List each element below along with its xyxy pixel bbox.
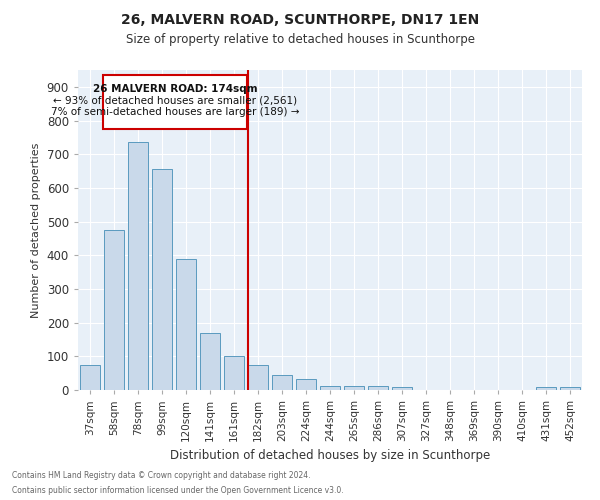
Text: 26 MALVERN ROAD: 174sqm: 26 MALVERN ROAD: 174sqm bbox=[93, 84, 257, 94]
Bar bbox=[80, 364, 100, 390]
Bar bbox=[224, 356, 244, 390]
Text: ← 93% of detached houses are smaller (2,561): ← 93% of detached houses are smaller (2,… bbox=[53, 96, 297, 106]
Text: Contains public sector information licensed under the Open Government Licence v3: Contains public sector information licen… bbox=[12, 486, 344, 495]
Bar bbox=[104, 230, 124, 390]
Bar bbox=[536, 386, 556, 390]
Bar bbox=[248, 364, 268, 390]
Bar bbox=[128, 142, 148, 390]
Bar bbox=[320, 386, 340, 390]
X-axis label: Distribution of detached houses by size in Scunthorpe: Distribution of detached houses by size … bbox=[170, 450, 490, 462]
Bar bbox=[560, 386, 580, 390]
Text: Contains HM Land Registry data © Crown copyright and database right 2024.: Contains HM Land Registry data © Crown c… bbox=[12, 471, 311, 480]
Bar bbox=[200, 332, 220, 390]
Bar bbox=[103, 75, 247, 129]
Text: 7% of semi-detached houses are larger (189) →: 7% of semi-detached houses are larger (1… bbox=[51, 107, 299, 117]
Text: 26, MALVERN ROAD, SCUNTHORPE, DN17 1EN: 26, MALVERN ROAD, SCUNTHORPE, DN17 1EN bbox=[121, 12, 479, 26]
Bar bbox=[176, 258, 196, 390]
Bar bbox=[152, 170, 172, 390]
Y-axis label: Number of detached properties: Number of detached properties bbox=[31, 142, 41, 318]
Bar bbox=[344, 386, 364, 390]
Bar bbox=[272, 375, 292, 390]
Text: Size of property relative to detached houses in Scunthorpe: Size of property relative to detached ho… bbox=[125, 32, 475, 46]
Bar bbox=[296, 379, 316, 390]
Bar bbox=[392, 386, 412, 390]
Bar bbox=[368, 386, 388, 390]
